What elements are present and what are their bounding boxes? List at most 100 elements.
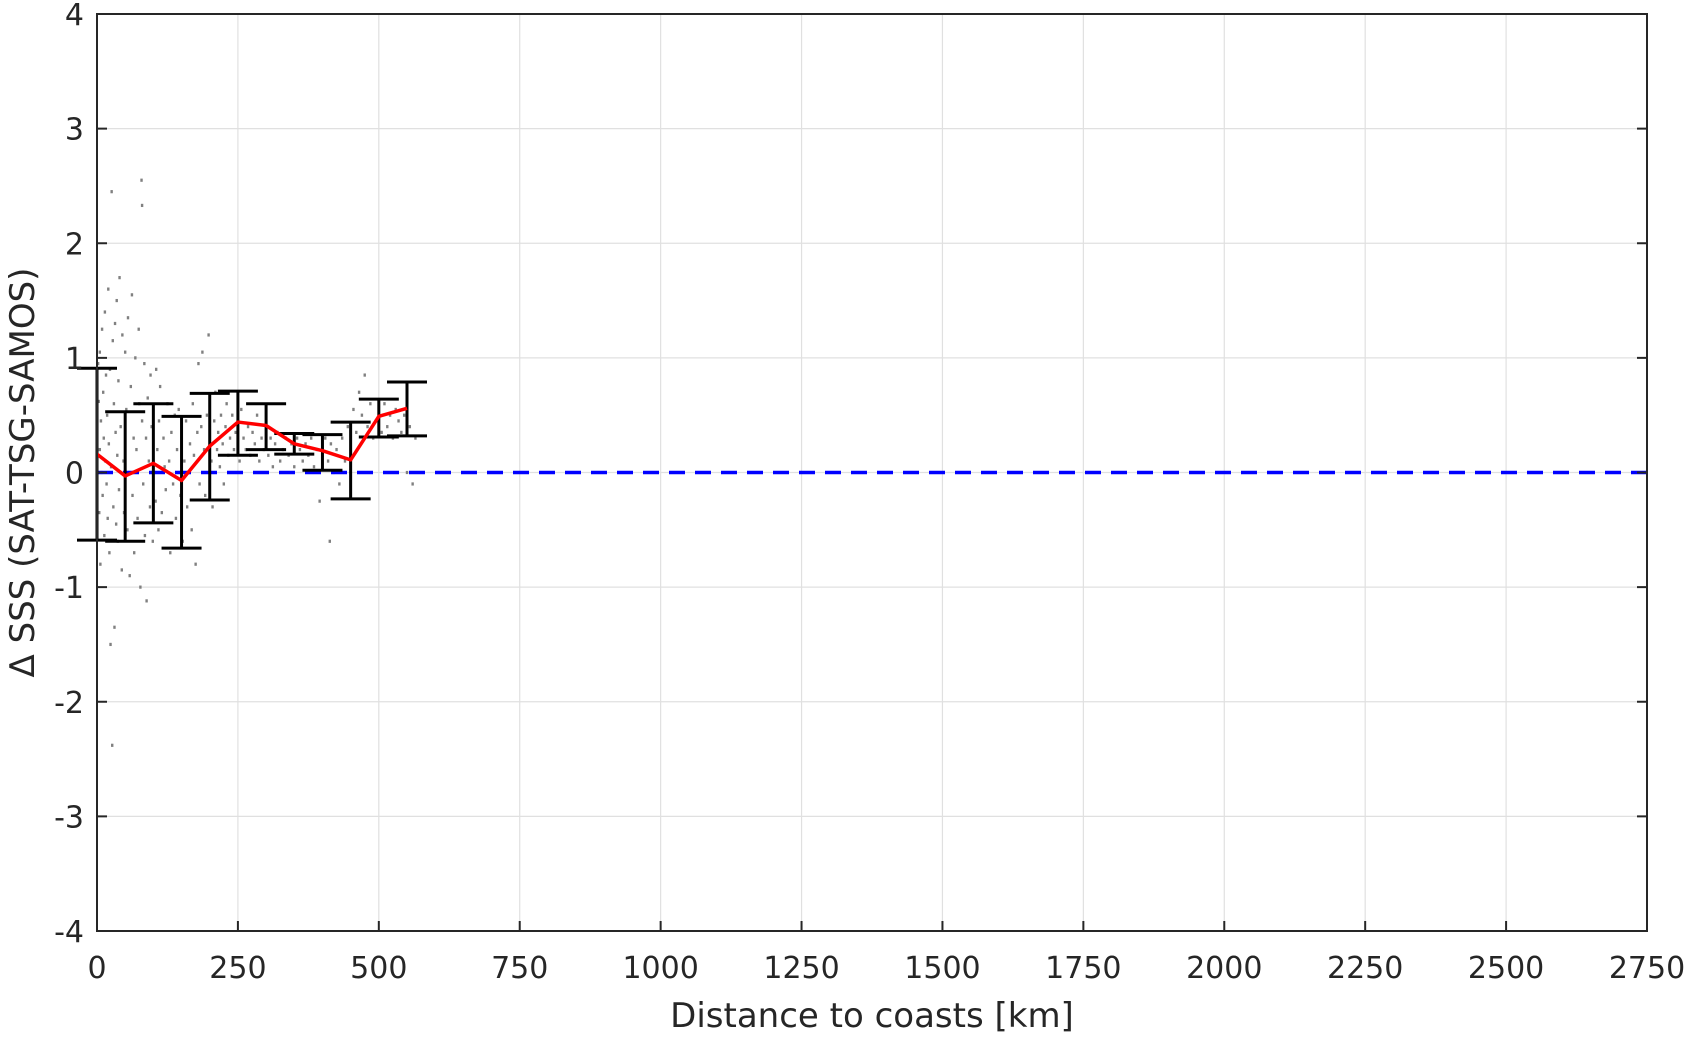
- scatter-point: [177, 407, 180, 412]
- scatter-point: [293, 465, 296, 469]
- scatter-point: [324, 436, 327, 440]
- scatter-point: [215, 447, 219, 452]
- scatter-point: [99, 419, 103, 423]
- scatter-point: [167, 459, 171, 463]
- scatter-point: [258, 459, 261, 463]
- scatter-point: [103, 533, 106, 538]
- scatter-point: [388, 413, 392, 417]
- y-tick-label: 1: [65, 342, 84, 377]
- scatter-point: [113, 625, 116, 629]
- scatter-point: [198, 482, 201, 486]
- y-axis-label: Δ SSS (SAT-TSG-SAMOS): [3, 268, 43, 678]
- scatter-point: [414, 436, 417, 440]
- scatter-point: [134, 356, 137, 360]
- scatter-point: [133, 551, 136, 555]
- scatter-point: [123, 350, 127, 354]
- scatter-point: [105, 482, 108, 486]
- scatter-point: [194, 562, 197, 566]
- scatter-point: [231, 413, 234, 417]
- scatter-point: [169, 551, 172, 555]
- scatter-point: [188, 442, 192, 446]
- mean-series-line: [95, 406, 408, 483]
- scatter-point: [140, 203, 144, 208]
- scatter-point: [145, 599, 148, 603]
- error-bar-layer: [77, 366, 427, 550]
- scatter-point: [129, 384, 133, 389]
- scatter-point: [352, 407, 355, 412]
- y-tick-label: 2: [65, 227, 84, 262]
- scatter-point: [120, 568, 123, 572]
- scatter-point: [411, 482, 414, 486]
- scatter-point: [222, 482, 226, 486]
- scatter-point: [163, 465, 166, 469]
- scatter-point: [107, 287, 110, 291]
- scatter-point: [273, 442, 277, 446]
- scatter-point: [271, 465, 275, 469]
- scatter-point: [218, 465, 222, 469]
- scatter-point: [98, 350, 102, 354]
- scatter-point: [255, 413, 259, 417]
- scatter-point: [117, 379, 120, 383]
- scatter-point: [224, 425, 227, 429]
- scatter-point: [213, 419, 216, 423]
- scatter-point: [116, 453, 119, 457]
- y-tick-label: -4: [54, 915, 84, 950]
- scatter-point: [386, 425, 389, 429]
- scatter-point: [312, 465, 316, 469]
- scatter-point: [240, 407, 243, 412]
- scatter-point: [328, 539, 331, 543]
- scatter-point: [162, 436, 165, 440]
- scatter-point: [105, 413, 109, 417]
- scatter-point: [204, 493, 207, 498]
- x-tick-label: 2000: [1186, 951, 1262, 986]
- scatter-point: [102, 436, 105, 440]
- scatter-point: [148, 505, 152, 509]
- x-tick-label: 2750: [1609, 951, 1685, 986]
- scatter-point: [184, 419, 188, 423]
- scatter-point: [175, 447, 179, 452]
- scatter-point: [191, 402, 195, 406]
- scatter-point: [200, 425, 203, 429]
- mean-line-layer: [95, 406, 408, 483]
- scatter-point: [146, 396, 149, 400]
- x-tick-label: 1000: [622, 951, 698, 986]
- scatter-point: [366, 425, 369, 429]
- scatter-point: [408, 425, 412, 429]
- scatter-point: [202, 447, 206, 452]
- scatter-point: [100, 327, 104, 331]
- scatter-point: [318, 499, 321, 503]
- scatter-point: [246, 425, 250, 429]
- y-tick-label: -2: [54, 686, 84, 721]
- scatter-point: [397, 419, 400, 423]
- x-tick-layer: 0 250 500 750 1000 1250 1500 1750 2000 2250 2500 27…: [87, 921, 1685, 986]
- scatter-point: [234, 430, 237, 434]
- scatter-point: [125, 407, 128, 412]
- scatter-point: [142, 482, 145, 486]
- scatter-point: [329, 442, 333, 446]
- scatter-point: [154, 499, 157, 503]
- scatter-point: [97, 399, 100, 404]
- scatter-point: [119, 425, 122, 429]
- x-tick-label: 1750: [1045, 951, 1121, 986]
- scatter-point: [109, 642, 112, 647]
- scatter-point: [183, 459, 186, 463]
- scatter-point: [340, 436, 344, 440]
- scatter-point: [140, 419, 144, 423]
- scatter-point: [301, 459, 304, 463]
- scatter-point: [112, 402, 116, 406]
- scatter-point: [205, 413, 209, 417]
- scatter-point: [156, 447, 159, 452]
- scatter-point: [185, 505, 189, 509]
- scatter-point: [135, 447, 138, 452]
- scatter-point: [107, 442, 111, 446]
- scatter-point: [304, 442, 307, 446]
- scatter-point: [112, 505, 115, 509]
- scatter-point: [225, 402, 228, 406]
- scatter-point: [132, 436, 135, 440]
- scatter-point: [157, 419, 161, 423]
- y-tick-label: 3: [65, 113, 84, 148]
- scatter-point: [196, 430, 199, 434]
- scatter-point: [96, 362, 100, 366]
- scatter-point: [346, 425, 350, 429]
